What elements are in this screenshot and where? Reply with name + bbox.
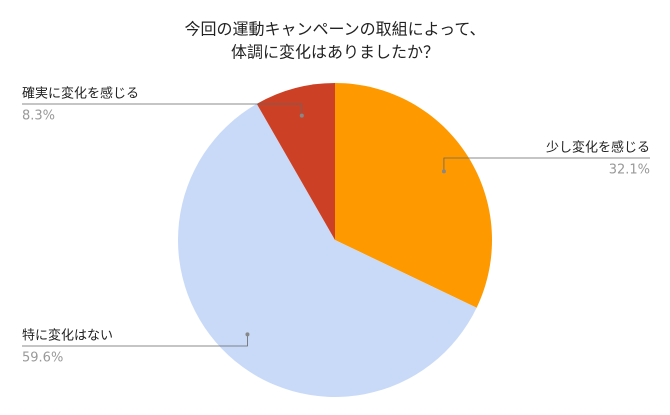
slice-label: 特に変化はない — [22, 328, 113, 344]
leader-dot — [299, 113, 304, 118]
pie-slice — [256, 83, 335, 240]
slice-label: 少し変化を感じる — [546, 140, 650, 156]
leader-dot — [441, 169, 446, 174]
chart-title: 体調に変化はありましたか？ — [231, 43, 439, 62]
slice-label: 確実に変化を感じる — [22, 86, 139, 102]
chart-title: 今回の運動キャンペーンの取組によって、 — [184, 20, 485, 39]
slice-value: 8.3% — [22, 109, 55, 124]
leader-line — [443, 157, 650, 172]
slice-value: 32.1% — [609, 163, 650, 178]
leader-line — [22, 103, 303, 116]
leader-line — [22, 334, 248, 347]
pie-slice — [335, 83, 492, 308]
slice-value: 59.6% — [22, 351, 63, 366]
leader-dot — [245, 332, 250, 337]
pie-slice — [178, 103, 477, 397]
